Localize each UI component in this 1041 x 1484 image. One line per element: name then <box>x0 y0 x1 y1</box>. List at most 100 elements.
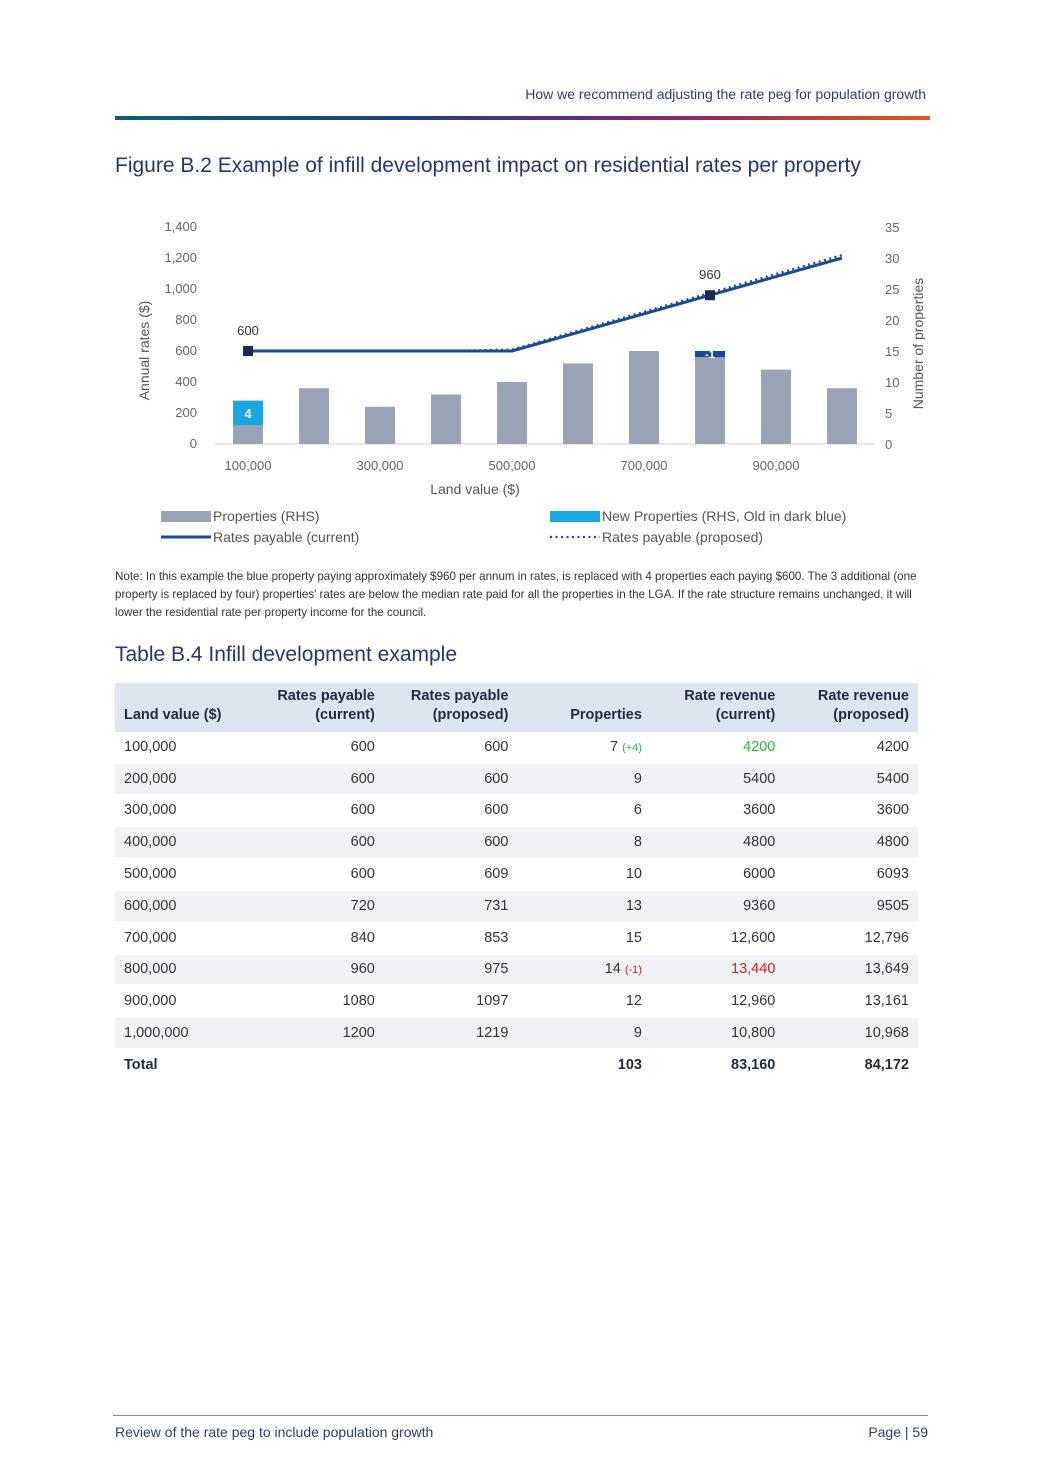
infill-table: Land value ($) Rates payable (current) R… <box>115 683 918 1082</box>
property-bar <box>695 357 725 444</box>
table-row: 400,000 600 600 8 4800 4800 <box>115 826 918 860</box>
cell-empty <box>383 1048 518 1082</box>
cell-revenue-proposed: 10,968 <box>784 1017 918 1050</box>
right-tick-label: 35 <box>885 220 899 235</box>
cell-total-revenue-proposed: 84,172 <box>784 1048 918 1082</box>
cell-land-value: 800,000 <box>115 953 251 987</box>
cell-land-value: 300,000 <box>115 794 251 828</box>
figure-note: Note: In this example the blue property … <box>115 570 917 619</box>
cell-rates-proposed: 600 <box>383 732 518 764</box>
col-land-value: Land value ($) <box>115 683 251 732</box>
rate-marker-label: 600 <box>237 323 259 338</box>
cell-land-value: 400,000 <box>115 826 251 860</box>
cell-land-value: 1,000,000 <box>115 1017 251 1050</box>
y-axis-title-left: Annual rates ($) <box>136 301 152 401</box>
properties-count: 8 <box>633 834 642 851</box>
table-row: 100,000 600 600 7 (+4) 4200 4200 <box>115 732 918 764</box>
cell-land-value: 100,000 <box>115 732 251 764</box>
property-bar <box>563 363 593 444</box>
combo-chart: 1,400 1,200 1,000 800 600 400 200 0 35 30 25 20 15 10… <box>136 219 925 545</box>
removed-property-count-label: -1 <box>705 349 715 361</box>
left-tick-label: 200 <box>175 405 197 420</box>
right-tick-label: 30 <box>885 251 899 266</box>
cell-revenue-proposed: 6093 <box>784 858 918 891</box>
col-revenue-proposed: Rate revenue (proposed) <box>784 683 918 732</box>
cell-rates-proposed: 600 <box>383 794 518 828</box>
cell-total-revenue-current: 83,160 <box>650 1048 785 1082</box>
properties-count: 14 <box>604 961 621 978</box>
x-tick-label: 900,000 <box>753 458 800 473</box>
rates-proposed-line <box>248 253 843 353</box>
x-tick-label: 500,000 <box>489 458 536 473</box>
table-total-row: Total 103 83,160 84,172 <box>115 1048 918 1082</box>
property-bar <box>827 388 857 444</box>
running-header: How we recommend adjusting the rate peg … <box>525 86 926 102</box>
table-row: 600,000 720 731 13 9360 9505 <box>115 889 918 923</box>
cell-revenue-proposed: 12,796 <box>784 921 918 955</box>
cell-properties: 9 <box>517 762 651 796</box>
cell-revenue-proposed: 4800 <box>784 826 918 860</box>
cell-revenue-proposed: 9505 <box>784 889 918 923</box>
cell-land-value: 600,000 <box>115 889 251 923</box>
cell-rates-proposed: 1219 <box>383 1017 518 1050</box>
right-tick-label: 0 <box>885 437 892 452</box>
property-bar <box>629 351 659 444</box>
cell-revenue-current: 6000 <box>650 858 785 891</box>
x-tick-label: 700,000 <box>621 458 668 473</box>
cell-rates-current: 600 <box>250 732 384 764</box>
cell-properties: 14 (-1) <box>517 953 651 987</box>
cell-revenue-current: 4200 <box>650 732 785 764</box>
cell-total-label: Total <box>115 1048 251 1082</box>
cell-revenue-current: 9360 <box>650 889 785 923</box>
removed-property-bar <box>695 351 725 358</box>
cell-rates-current: 600 <box>250 826 384 860</box>
right-tick-label: 15 <box>885 344 899 359</box>
left-tick-label: 800 <box>175 312 197 327</box>
table-row: 500,000 600 609 10 6000 6093 <box>115 858 918 891</box>
properties-count: 9 <box>633 1025 642 1042</box>
cell-revenue-proposed: 13,649 <box>784 953 918 987</box>
cell-revenue-current: 4800 <box>650 826 785 860</box>
property-bar <box>233 425 263 444</box>
cell-revenue-proposed: 3600 <box>784 794 918 828</box>
col-rates-proposed: Rates payable (proposed) <box>383 683 518 732</box>
cell-properties: 15 <box>517 921 651 955</box>
x-tick-label: 300,000 <box>357 458 404 473</box>
properties-count: 6 <box>633 802 642 819</box>
cell-land-value: 200,000 <box>115 762 251 796</box>
cell-properties: 8 <box>517 826 651 860</box>
cell-land-value: 900,000 <box>115 985 251 1019</box>
x-tick-label: 100,000 <box>225 458 272 473</box>
properties-count: 9 <box>633 770 642 787</box>
left-tick-label: 1,200 <box>164 250 197 265</box>
legend-swatch-properties <box>161 511 211 522</box>
table-row: 200,000 600 600 9 5400 5400 <box>115 762 918 796</box>
col-revenue-current: Rate revenue (current) <box>650 683 785 732</box>
left-tick-label: 400 <box>175 374 197 389</box>
legend-label-rates-current: Rates payable (current) <box>213 529 359 545</box>
cell-properties: 10 <box>517 858 651 891</box>
properties-count: 13 <box>625 897 642 914</box>
properties-count: 12 <box>625 993 642 1010</box>
cell-land-value: 500,000 <box>115 858 251 891</box>
cell-rates-current: 1200 <box>250 1017 384 1050</box>
legend-swatch-new-properties <box>550 511 600 522</box>
left-tick-label: 1,400 <box>164 219 197 234</box>
cell-revenue-current: 12,960 <box>650 985 785 1019</box>
cell-revenue-current: 13,440 <box>650 953 785 987</box>
col-properties: Properties <box>517 683 651 732</box>
cell-properties: 7 (+4) <box>517 732 651 764</box>
cell-revenue-current: 12,600 <box>650 921 785 955</box>
cell-rates-proposed: 853 <box>383 921 518 955</box>
cell-rates-proposed: 1097 <box>383 985 518 1019</box>
property-bar <box>365 406 395 444</box>
rates-current-line <box>248 256 843 353</box>
table-row: 900,000 1080 1097 12 12,960 13,161 <box>115 985 918 1019</box>
cell-properties: 12 <box>517 985 651 1019</box>
cell-land-value: 700,000 <box>115 921 251 955</box>
legend-label-properties: Properties (RHS) <box>213 508 320 524</box>
property-bar <box>497 382 527 444</box>
properties-delta: (-1) <box>624 964 642 977</box>
cell-revenue-proposed: 4200 <box>784 732 918 764</box>
right-tick-label: 10 <box>885 375 899 390</box>
